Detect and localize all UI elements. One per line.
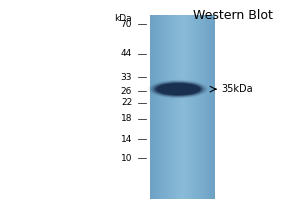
Bar <box>208 15 209 199</box>
Bar <box>154 15 155 199</box>
Bar <box>210 15 211 199</box>
Bar <box>164 15 166 199</box>
Ellipse shape <box>157 83 200 95</box>
Ellipse shape <box>151 81 205 97</box>
Bar <box>188 15 189 199</box>
Bar <box>200 15 201 199</box>
Bar <box>183 15 184 199</box>
Bar <box>204 15 205 199</box>
Text: 70: 70 <box>121 20 132 29</box>
Bar <box>192 15 193 199</box>
Bar <box>184 15 185 199</box>
Bar <box>202 15 204 199</box>
Ellipse shape <box>154 82 202 96</box>
Bar <box>185 15 187 199</box>
Bar <box>175 15 176 199</box>
Bar <box>150 15 151 199</box>
Bar <box>193 15 194 199</box>
Bar <box>198 15 200 199</box>
Bar <box>167 15 168 199</box>
Bar <box>158 15 159 199</box>
Bar <box>180 15 182 199</box>
Bar <box>163 15 164 199</box>
Text: 14: 14 <box>121 135 132 144</box>
Bar <box>160 15 162 199</box>
Bar <box>153 15 154 199</box>
Bar <box>179 15 180 199</box>
Ellipse shape <box>148 80 208 99</box>
Bar <box>194 15 196 199</box>
Bar <box>190 15 192 199</box>
Bar <box>214 15 215 199</box>
Bar <box>201 15 202 199</box>
Bar <box>182 15 183 199</box>
Bar <box>171 15 172 199</box>
Bar <box>173 15 175 199</box>
Text: 26: 26 <box>121 87 132 96</box>
Ellipse shape <box>150 80 206 98</box>
Bar <box>206 15 208 199</box>
Text: 44: 44 <box>121 49 132 58</box>
Bar <box>159 15 160 199</box>
Bar <box>157 15 158 199</box>
Bar <box>151 15 153 199</box>
Bar <box>155 15 157 199</box>
Bar <box>169 15 171 199</box>
Bar <box>213 15 214 199</box>
Ellipse shape <box>153 82 204 97</box>
Text: 35kDa: 35kDa <box>221 84 253 94</box>
Bar <box>189 15 190 199</box>
Bar <box>162 15 163 199</box>
Bar <box>168 15 169 199</box>
Bar <box>209 15 210 199</box>
Ellipse shape <box>156 83 201 95</box>
Bar <box>205 15 206 199</box>
Bar <box>212 15 213 199</box>
Bar <box>187 15 188 199</box>
Bar <box>196 15 197 199</box>
Bar <box>197 15 198 199</box>
Text: Western Blot: Western Blot <box>193 9 273 22</box>
Text: 18: 18 <box>121 114 132 123</box>
Bar <box>172 15 173 199</box>
Bar <box>178 15 179 199</box>
Text: 33: 33 <box>121 73 132 82</box>
Text: 22: 22 <box>121 98 132 107</box>
Bar <box>166 15 167 199</box>
Text: kDa: kDa <box>115 14 132 23</box>
Bar <box>176 15 178 199</box>
Text: 10: 10 <box>121 154 132 163</box>
